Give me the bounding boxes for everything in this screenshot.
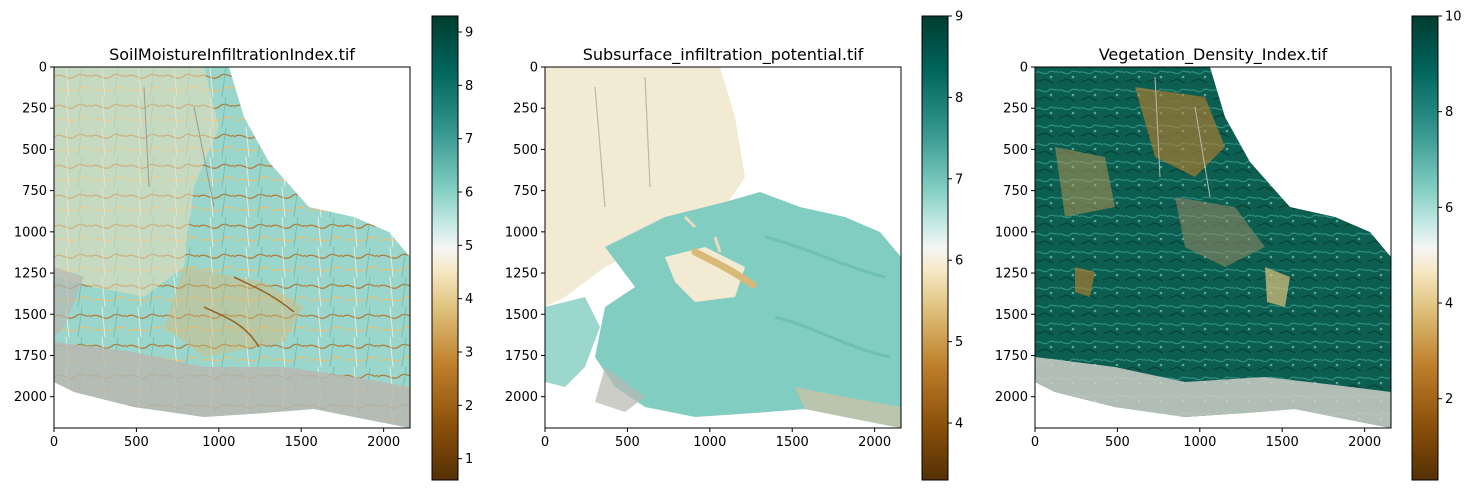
x-tick-label: 1500 bbox=[285, 435, 318, 450]
x-tick-label: 0 bbox=[541, 435, 549, 450]
panel-title: Subsurface_infiltration_potential.tif bbox=[583, 45, 864, 65]
panel-title: Vegetation_Density_Index.tif bbox=[1099, 45, 1328, 65]
colorbar-tick-label: 5 bbox=[955, 335, 963, 350]
colorbar-gradient bbox=[431, 15, 459, 481]
colorbar-gradient bbox=[1411, 15, 1439, 481]
y-tick-label: 1000 bbox=[14, 225, 47, 240]
colorbar-tick-label: 9 bbox=[465, 26, 473, 41]
colorbar-ticks: 4 5 6 7 8 9 bbox=[948, 10, 963, 432]
plot-frame bbox=[53, 66, 411, 429]
x-axis-ticks: 0 500 1000 1500 2000 bbox=[50, 428, 400, 450]
x-tick-label: 1000 bbox=[693, 435, 726, 450]
x-tick-label: 500 bbox=[124, 435, 149, 450]
y-tick-label: 750 bbox=[1003, 184, 1028, 199]
colorbar-soil-moisture: 1 2 3 4 5 6 7 8 9 bbox=[431, 15, 473, 481]
x-tick-label: 2000 bbox=[367, 435, 400, 450]
colorbar-tick-label: 2 bbox=[1445, 392, 1453, 407]
x-tick-label: 1000 bbox=[1183, 435, 1216, 450]
colorbar-tick-label: 7 bbox=[955, 172, 963, 187]
x-axis-ticks: 0 500 1000 1500 2000 bbox=[1031, 428, 1381, 450]
colorbar-tick-label: 6 bbox=[1445, 201, 1453, 216]
y-tick-label: 1500 bbox=[505, 308, 538, 323]
y-tick-label: 1000 bbox=[995, 225, 1028, 240]
colorbar-tick-label: 6 bbox=[955, 254, 963, 269]
raster-image bbox=[545, 67, 901, 428]
y-tick-label: 250 bbox=[513, 102, 538, 117]
y-tick-label: 0 bbox=[39, 61, 47, 76]
colorbar-tick-label: 10 bbox=[1445, 10, 1462, 25]
y-tick-label: 1500 bbox=[995, 308, 1028, 323]
colorbar-tick-label: 8 bbox=[1445, 105, 1453, 120]
colorbar-ticks: 2 4 6 8 10 bbox=[1438, 10, 1462, 407]
colorbar-tick-label: 4 bbox=[1445, 297, 1453, 312]
y-tick-label: 1750 bbox=[995, 349, 1028, 364]
colorbar-tick-label: 5 bbox=[465, 239, 473, 254]
x-tick-label: 2000 bbox=[1348, 435, 1381, 450]
y-tick-label: 1750 bbox=[505, 349, 538, 364]
x-tick-label: 500 bbox=[1105, 435, 1130, 450]
y-tick-label: 2000 bbox=[505, 390, 538, 405]
colorbar-tick-label: 3 bbox=[465, 346, 473, 361]
y-axis-ticks: 0 250 500 750 1000 1250 1500 1750 2000 bbox=[14, 61, 54, 405]
y-tick-label: 1250 bbox=[505, 267, 538, 282]
colorbar-tick-label: 9 bbox=[955, 10, 963, 25]
x-tick-label: 1500 bbox=[1266, 435, 1299, 450]
y-axis-ticks: 0 250 500 750 1000 1250 1500 1750 2000 bbox=[505, 61, 545, 405]
colorbar-ticks: 1 2 3 4 5 6 7 8 9 bbox=[458, 26, 473, 467]
y-tick-label: 0 bbox=[1020, 61, 1028, 76]
colorbar-tick-label: 1 bbox=[465, 452, 473, 467]
plot-frame bbox=[544, 66, 902, 429]
x-tick-label: 1500 bbox=[776, 435, 809, 450]
x-tick-label: 0 bbox=[1031, 435, 1039, 450]
y-tick-label: 1750 bbox=[14, 349, 47, 364]
y-tick-label: 500 bbox=[22, 143, 47, 158]
raster-image bbox=[1035, 67, 1391, 428]
x-axis-ticks: 0 500 1000 1500 2000 bbox=[541, 428, 891, 450]
y-axis-ticks: 0 250 500 750 1000 1250 1500 1750 2000 bbox=[995, 61, 1035, 405]
y-tick-label: 250 bbox=[1003, 102, 1028, 117]
panel-soil-moisture: SoilMoistureInfiltrationIndex.tif 0 500 10… bbox=[14, 45, 411, 450]
y-tick-label: 500 bbox=[513, 143, 538, 158]
panel-subsurface-infiltration: Subsurface_infiltration_potential.tif 0 5… bbox=[505, 45, 902, 450]
y-tick-label: 250 bbox=[22, 102, 47, 117]
y-tick-label: 2000 bbox=[995, 390, 1028, 405]
colorbar-gradient bbox=[921, 15, 949, 481]
x-tick-label: 0 bbox=[50, 435, 58, 450]
colorbar-tick-label: 7 bbox=[465, 132, 473, 147]
colorbar-tick-label: 8 bbox=[465, 79, 473, 94]
y-tick-label: 2000 bbox=[14, 390, 47, 405]
y-tick-label: 750 bbox=[513, 184, 538, 199]
colorbar-vegetation-density: 2 4 6 8 10 bbox=[1411, 10, 1462, 481]
x-tick-label: 1000 bbox=[202, 435, 235, 450]
y-tick-label: 0 bbox=[530, 61, 538, 76]
colorbar-subsurface-infiltration: 4 5 6 7 8 9 bbox=[921, 10, 963, 481]
x-tick-label: 500 bbox=[615, 435, 640, 450]
y-tick-label: 1250 bbox=[995, 267, 1028, 282]
y-tick-label: 750 bbox=[22, 184, 47, 199]
colorbar-tick-label: 4 bbox=[465, 292, 473, 307]
panel-vegetation-density: Vegetation_Density_Index.tif 0 500 1000 150… bbox=[995, 45, 1392, 450]
panel-title: SoilMoistureInfiltrationIndex.tif bbox=[109, 45, 355, 64]
x-tick-label: 2000 bbox=[858, 435, 891, 450]
y-tick-label: 1500 bbox=[14, 308, 47, 323]
plot-frame bbox=[1034, 66, 1392, 429]
colorbar-tick-label: 4 bbox=[955, 417, 963, 432]
y-tick-label: 500 bbox=[1003, 143, 1028, 158]
raster-image bbox=[54, 67, 410, 428]
colorbar-tick-label: 8 bbox=[955, 91, 963, 106]
y-tick-label: 1000 bbox=[505, 225, 538, 240]
colorbar-tick-label: 6 bbox=[465, 186, 473, 201]
colorbar-tick-label: 2 bbox=[465, 399, 473, 414]
y-tick-label: 1250 bbox=[14, 267, 47, 282]
